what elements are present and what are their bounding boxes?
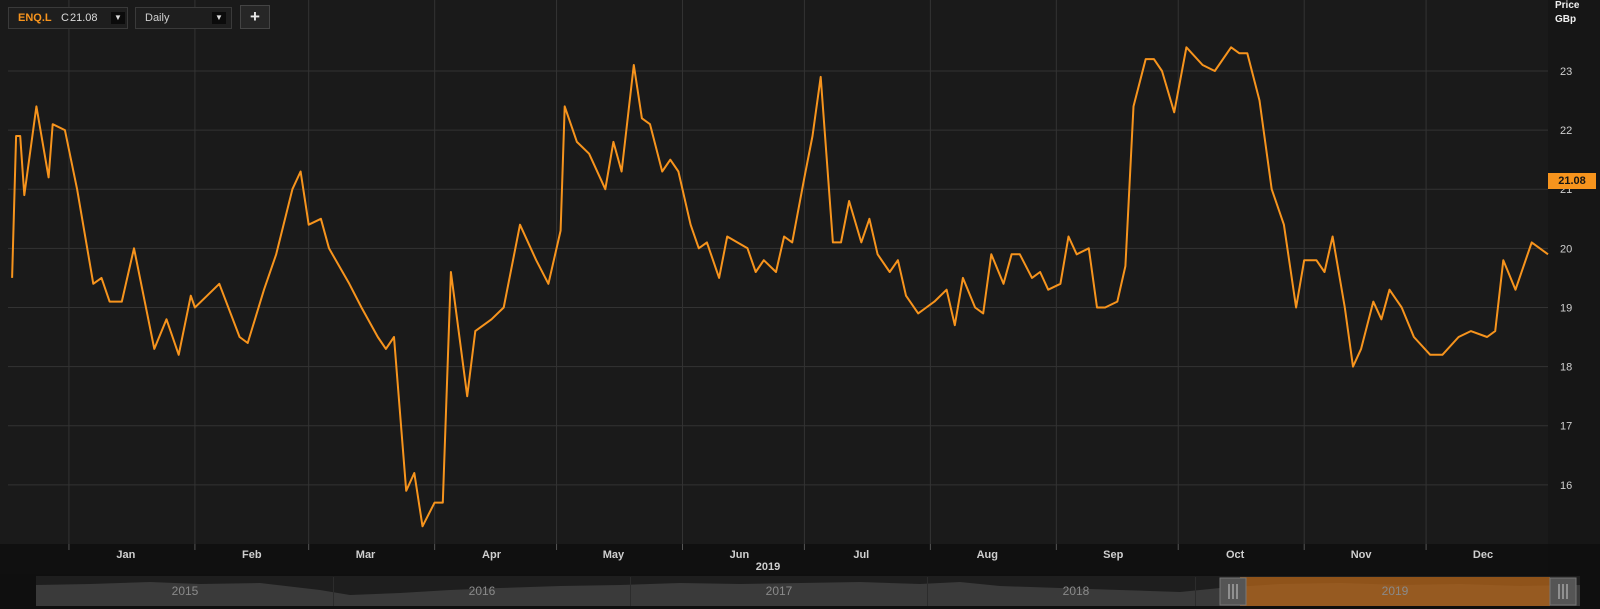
- x-tick-label: May: [603, 549, 625, 561]
- last-price-tag: 21.08: [1548, 173, 1596, 189]
- y-tick-label: 23: [1560, 66, 1572, 78]
- x-tick-label: Aug: [977, 549, 998, 561]
- units-label-currency: GBp: [1555, 14, 1577, 25]
- navigator-year-label[interactable]: 2019: [1382, 584, 1409, 598]
- close-value: 21.08: [70, 12, 98, 24]
- x-tick-label: Dec: [1473, 549, 1493, 561]
- chevron-down-icon[interactable]: ▼: [111, 12, 125, 24]
- axis-panel: [1548, 0, 1600, 544]
- x-tick-label: Jan: [116, 549, 135, 561]
- chevron-down-icon[interactable]: ▼: [212, 12, 226, 24]
- plot-area: [0, 0, 1548, 544]
- navigator-selection[interactable]: [1240, 577, 1550, 606]
- navigator-year-label[interactable]: 2015: [172, 584, 199, 598]
- x-tick-label: Nov: [1351, 549, 1373, 561]
- series-line-group: [11, 46, 1549, 528]
- navigator-right-handle[interactable]: [1549, 577, 1577, 606]
- navigator-left-handle[interactable]: [1219, 577, 1247, 606]
- x-axis-ticks: Jan Feb Mar Apr May Jun Jul Aug Sep Oct Nov Dec: [68, 544, 1493, 561]
- add-symbol-button[interactable]: +: [240, 5, 270, 29]
- symbol-selector[interactable]: ENQ.L C 21.08 ▼: [8, 7, 128, 29]
- ticker-symbol: ENQ.L: [18, 12, 52, 24]
- navigator-price-silhouette: [36, 582, 1580, 606]
- x-tick-label: Mar: [356, 549, 376, 561]
- gridlines: [8, 0, 1548, 544]
- y-tick-label: 19: [1560, 302, 1572, 314]
- y-tick-label: 18: [1560, 362, 1572, 374]
- interval-dropdown[interactable]: Daily ▼: [135, 7, 232, 29]
- x-tick-label: Apr: [482, 549, 502, 561]
- x-tick-label: Jun: [730, 549, 750, 561]
- navigator-years: 2015 2016 2017 2018 2019: [172, 577, 1409, 606]
- time-axis-strip: [0, 544, 1548, 574]
- close-prefix: C: [61, 12, 69, 24]
- y-tick-label: 16: [1560, 480, 1572, 492]
- interval-label: Daily: [145, 12, 170, 24]
- series-line-enq: [11, 46, 1549, 528]
- x-tick-label: Sep: [1103, 549, 1123, 561]
- units-label-price: Price: [1555, 0, 1580, 11]
- y-tick-label: 20: [1560, 243, 1572, 255]
- y-tick-label: 22: [1560, 125, 1572, 137]
- x-axis-year-label: 2019: [756, 561, 780, 573]
- x-tick-label: Oct: [1226, 549, 1245, 561]
- y-tick-label: 17: [1560, 421, 1572, 433]
- x-tick-label: Jul: [853, 549, 869, 561]
- navigator-year-label[interactable]: 2017: [766, 584, 793, 598]
- navigator-year-label[interactable]: 2018: [1063, 584, 1090, 598]
- navigator-year-label[interactable]: 2016: [469, 584, 496, 598]
- x-tick-label: Feb: [242, 549, 262, 561]
